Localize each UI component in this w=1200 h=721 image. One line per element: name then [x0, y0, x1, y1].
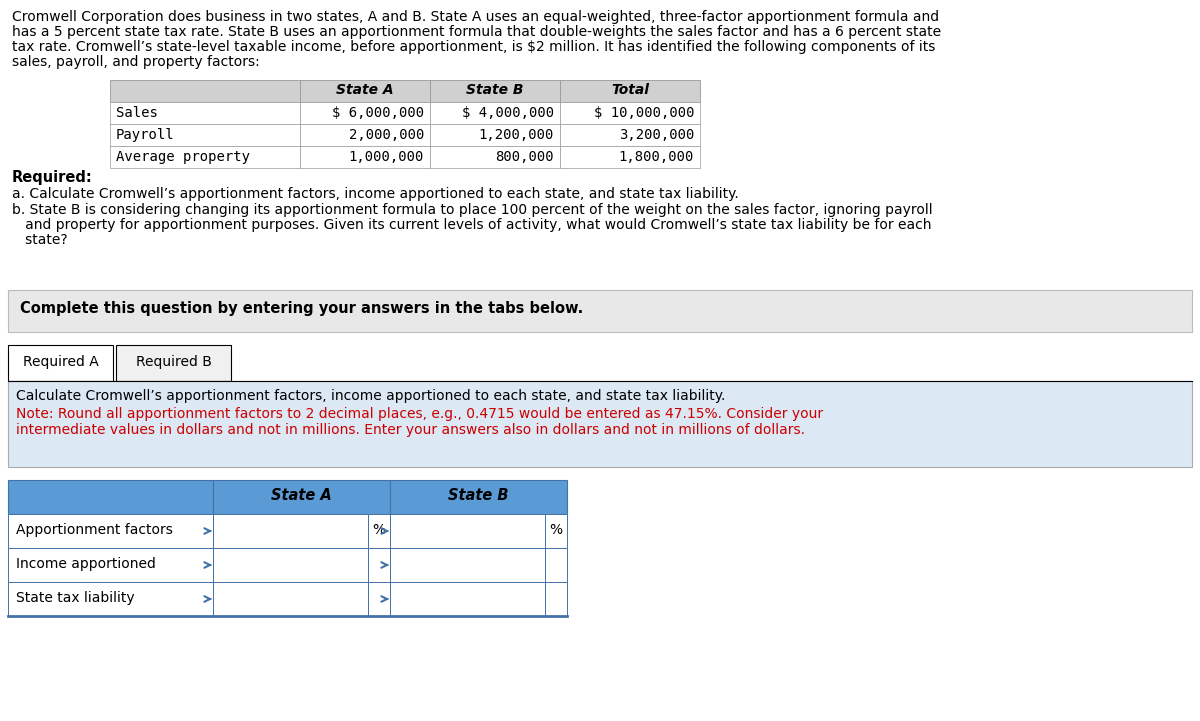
Text: 2,000,000: 2,000,000 [349, 128, 424, 142]
Bar [214, 480, 390, 514]
Bar [560, 146, 700, 168]
Bar [8, 381, 1192, 467]
Text: b. State B is considering changing its apportionment formula to place 100 percen: b. State B is considering changing its a… [12, 203, 932, 217]
Bar [368, 548, 390, 582]
Bar [300, 80, 430, 102]
Bar [390, 548, 545, 582]
Bar [214, 582, 368, 616]
Text: has a 5 percent state tax rate. State B uses an apportionment formula that doubl: has a 5 percent state tax rate. State B … [12, 25, 941, 39]
Bar [545, 514, 568, 548]
Bar [390, 480, 568, 514]
Bar [390, 582, 545, 616]
Bar [560, 102, 700, 124]
Text: Cromwell Corporation does business in two states, A and B. State A uses an equal: Cromwell Corporation does business in tw… [12, 10, 940, 24]
Bar [545, 582, 568, 616]
Text: intermediate values in dollars and not in millions. Enter your answers also in d: intermediate values in dollars and not i… [16, 423, 805, 437]
Text: %: % [372, 523, 385, 537]
Text: 1,800,000: 1,800,000 [619, 150, 694, 164]
Bar [430, 80, 560, 102]
Text: Complete this question by entering your answers in the tabs below.: Complete this question by entering your … [20, 301, 583, 316]
Bar [390, 514, 545, 548]
Text: $ 6,000,000: $ 6,000,000 [332, 106, 424, 120]
Text: Calculate Cromwell’s apportionment factors, income apportioned to each state, an: Calculate Cromwell’s apportionment facto… [16, 389, 725, 403]
Bar [8, 582, 214, 616]
Text: Apportionment factors: Apportionment factors [16, 523, 173, 537]
Bar [560, 124, 700, 146]
Text: $ 4,000,000: $ 4,000,000 [462, 106, 554, 120]
Bar [8, 345, 113, 381]
Text: state?: state? [12, 233, 67, 247]
Text: 800,000: 800,000 [496, 150, 554, 164]
Text: Sales: Sales [116, 106, 158, 120]
Bar [300, 146, 430, 168]
Bar [110, 102, 300, 124]
Bar [368, 514, 390, 548]
Text: Income apportioned: Income apportioned [16, 557, 156, 571]
Text: 1,200,000: 1,200,000 [479, 128, 554, 142]
Text: tax rate. Cromwell’s state-level taxable income, before apportionment, is $2 mil: tax rate. Cromwell’s state-level taxable… [12, 40, 935, 54]
Text: 3,200,000: 3,200,000 [619, 128, 694, 142]
Bar [110, 124, 300, 146]
Bar [368, 582, 390, 616]
Bar [8, 514, 214, 548]
Bar [214, 514, 368, 548]
Text: Required A: Required A [23, 355, 98, 369]
Text: %: % [550, 523, 563, 537]
Text: State B: State B [449, 488, 509, 503]
Text: $ 10,000,000: $ 10,000,000 [594, 106, 694, 120]
Text: sales, payroll, and property factors:: sales, payroll, and property factors: [12, 55, 259, 69]
Text: and property for apportionment purposes. Given its current levels of activity, w: and property for apportionment purposes.… [12, 218, 931, 232]
Bar [214, 548, 368, 582]
Bar [430, 124, 560, 146]
Text: Required:: Required: [12, 170, 92, 185]
Text: 1,000,000: 1,000,000 [349, 150, 424, 164]
Text: Payroll: Payroll [116, 128, 175, 142]
Bar [430, 102, 560, 124]
Text: Required B: Required B [136, 355, 211, 369]
Text: Note: Round all apportionment factors to 2 decimal places, e.g., 0.4715 would be: Note: Round all apportionment factors to… [16, 407, 823, 421]
Text: State A: State A [336, 83, 394, 97]
Bar [116, 345, 230, 381]
Bar [300, 124, 430, 146]
Text: Average property: Average property [116, 150, 250, 164]
Bar [110, 80, 300, 102]
Bar [8, 548, 214, 582]
Text: Total: Total [611, 83, 649, 97]
Bar [110, 146, 300, 168]
Bar [300, 102, 430, 124]
Bar [8, 290, 1192, 332]
Bar [8, 480, 214, 514]
Text: State tax liability: State tax liability [16, 591, 134, 605]
Bar [545, 548, 568, 582]
Bar [560, 80, 700, 102]
Bar [430, 146, 560, 168]
Text: State A: State A [271, 488, 332, 503]
Text: a. Calculate Cromwell’s apportionment factors, income apportioned to each state,: a. Calculate Cromwell’s apportionment fa… [12, 187, 739, 201]
Text: State B: State B [467, 83, 523, 97]
